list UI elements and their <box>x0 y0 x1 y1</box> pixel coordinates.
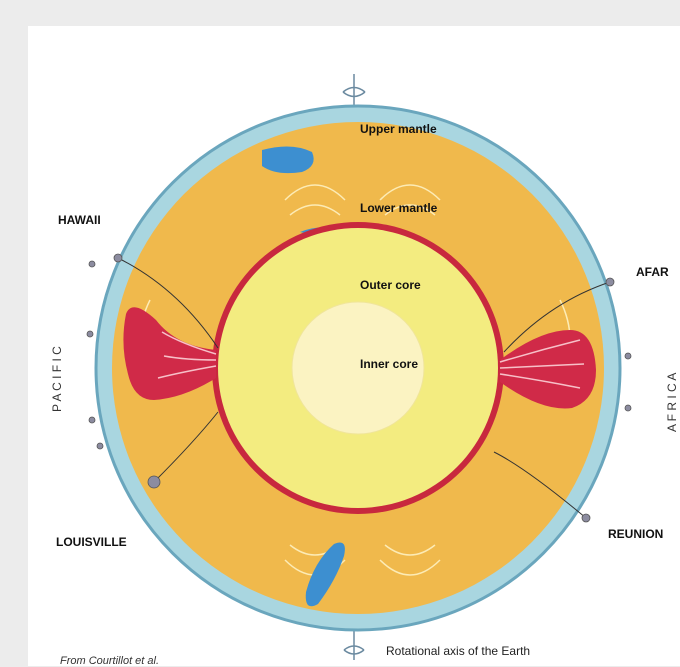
plume-africa <box>499 330 596 409</box>
slab-lower <box>305 542 345 607</box>
region-label-pacific: P A C I F I C <box>50 346 64 412</box>
lower-mantle-label: Lower mantle <box>360 201 438 215</box>
inner-core <box>291 301 425 435</box>
outer-core-label: Outer core <box>360 278 421 292</box>
rotation-arrow-top-icon <box>342 86 366 98</box>
hotspot-markers <box>86 253 632 523</box>
hotspot-label-reunion: REUNION <box>608 527 664 541</box>
hotspot-label-louisville: LOUISVILLE <box>56 535 127 549</box>
axis-caption: Rotational axis of the Earth <box>386 644 531 658</box>
inner-core-label: Inner core <box>360 357 419 371</box>
slab-upper <box>262 146 314 174</box>
upper-mantle-label: Upper mantle <box>360 122 437 136</box>
hotspot-trails <box>117 257 611 519</box>
region-label-africa: A F R I C A <box>665 372 679 432</box>
source-credit: From Courtillot et al. <box>60 655 160 667</box>
hotspot-label-hawaii: HAWAII <box>58 213 101 227</box>
hotspot-label-afar: AFAR <box>636 265 669 279</box>
plume-pacific <box>123 307 217 400</box>
rotation-arrow-bottom-icon <box>343 645 365 655</box>
